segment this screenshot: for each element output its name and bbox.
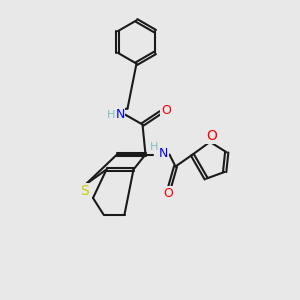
Text: O: O xyxy=(161,104,171,118)
Text: O: O xyxy=(206,130,217,143)
Text: N: N xyxy=(159,146,168,160)
Text: H: H xyxy=(150,142,159,152)
Text: H: H xyxy=(107,110,115,120)
Text: S: S xyxy=(80,184,88,198)
Text: O: O xyxy=(163,187,173,200)
Text: N: N xyxy=(115,108,125,121)
